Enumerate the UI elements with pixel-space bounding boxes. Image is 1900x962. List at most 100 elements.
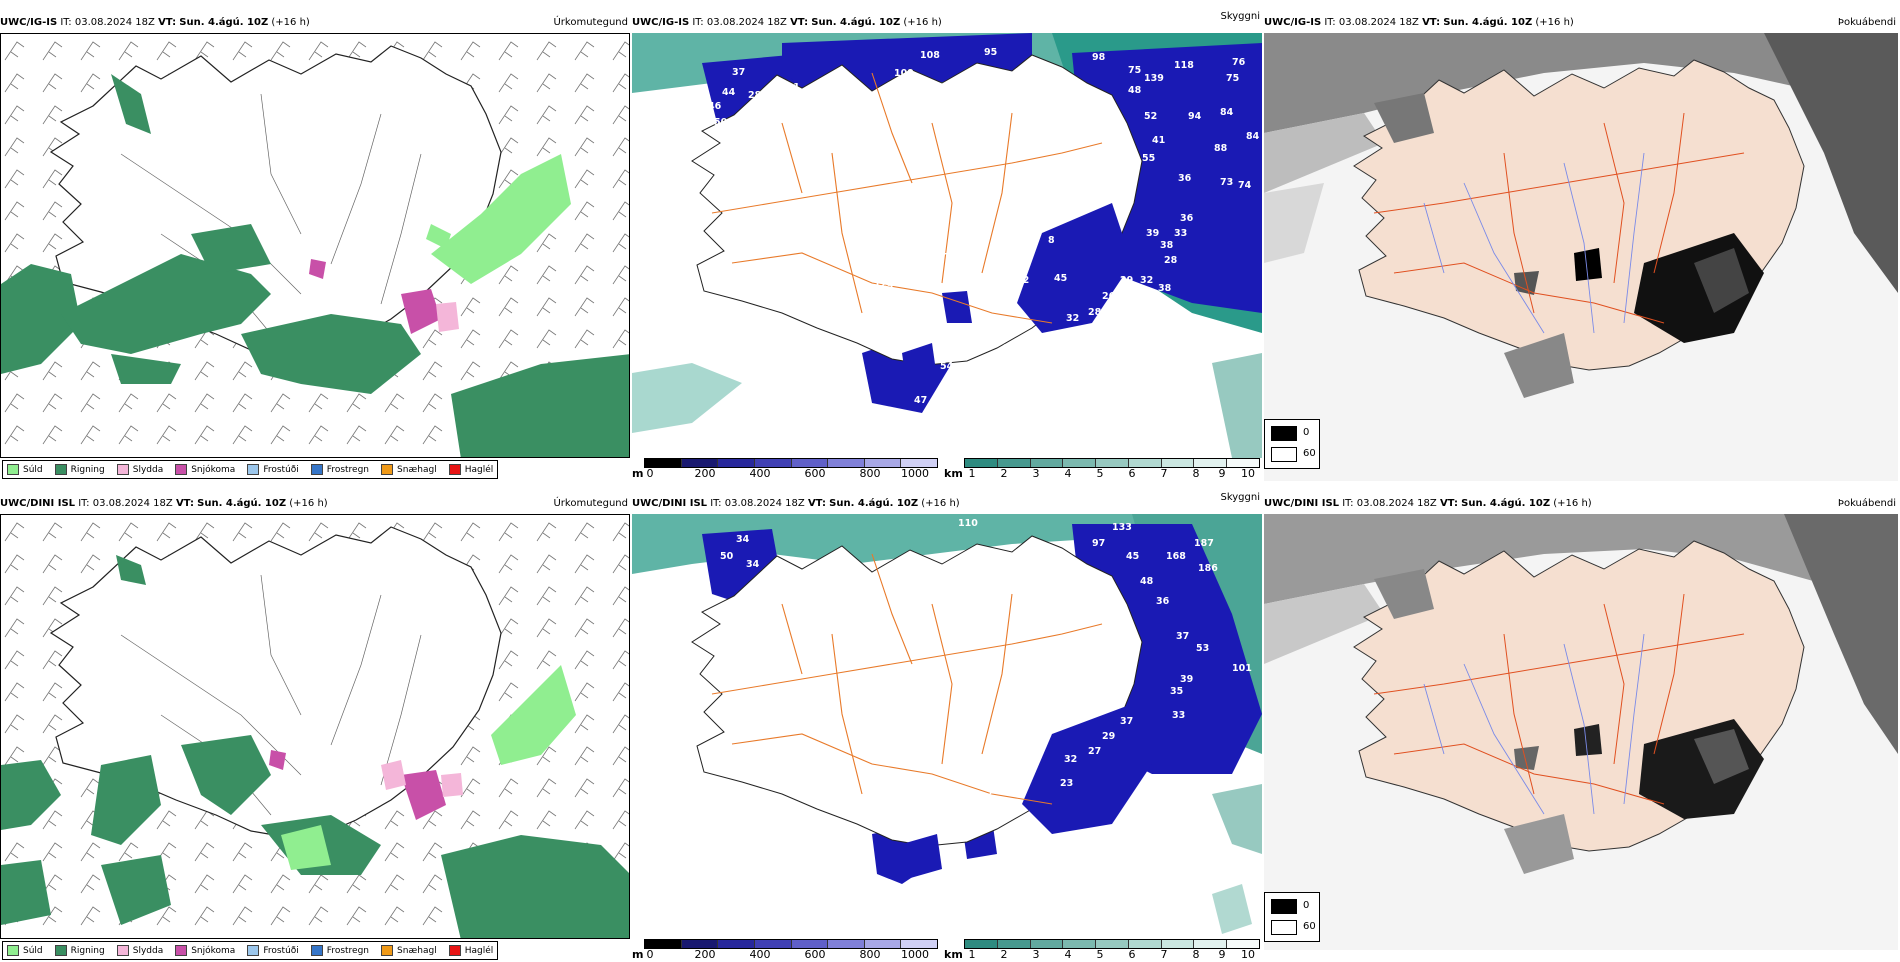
valid-time: Sun. 4.ágú. 10Z [1443, 17, 1533, 28]
model-name: UWC/IG-IS [0, 17, 58, 28]
cloud-label: 44 [906, 816, 920, 827]
cloud-label: 84 [1246, 131, 1260, 142]
model-name: UWC/DINI ISL [1264, 498, 1340, 509]
altitude-cell [901, 459, 937, 467]
fog-min-label: 0 [1303, 427, 1310, 438]
visibility-cell [1227, 940, 1260, 948]
cloud-label: 45 [1126, 551, 1139, 562]
visibility-scales-row: m 0 200 400 600 800 1000 km [632, 939, 1262, 962]
visibility-cell [965, 940, 998, 948]
it-label: IT: [1342, 498, 1354, 509]
legend-label: Haglél [464, 945, 494, 956]
cloud-label: 48 [1140, 576, 1154, 587]
sleet-areas [436, 302, 459, 332]
cloud-label: 110 [958, 518, 978, 529]
it-label: IT: [1324, 17, 1336, 28]
vt-label: VT: [1422, 17, 1441, 28]
altitude-cell [901, 940, 937, 948]
visibility-tick: 4 [1064, 467, 1072, 480]
cloud-label: 53 [1196, 643, 1209, 654]
visibility-cell [1161, 459, 1195, 467]
model-name: UWC/IG-IS [632, 17, 690, 28]
legend-item-snow: Snjókoma [175, 464, 235, 475]
legend-label: Rigning [70, 464, 105, 475]
cloud-label: 212 [994, 764, 1014, 775]
legend-label: Frostúði [263, 945, 299, 956]
visibility-tick: 8 [1192, 467, 1200, 480]
visibility-tick: 9 [1218, 467, 1226, 480]
legend-item-rain: Rigning [54, 945, 105, 956]
hail-swatch [448, 464, 461, 475]
precip-type-map [0, 514, 630, 939]
lead-time: (+16 h) [903, 17, 942, 28]
legend-item-freezing-drizzle: Frostúði [247, 945, 299, 956]
cloud-label: 139 [1144, 73, 1164, 84]
fog-legend: 0 60 [1264, 892, 1320, 942]
cloud-label: 46 [708, 101, 722, 112]
model-name: UWC/DINI ISL [632, 498, 708, 509]
freezing-drizzle-swatch [247, 945, 260, 956]
sleet-areas [381, 760, 463, 797]
fog-indicator-map: 0 60 [1264, 514, 1898, 950]
cloud-label: 54 [940, 361, 954, 372]
legend-label: Súld [23, 464, 43, 475]
altitude-cell [754, 940, 792, 948]
cloud-label: 28 [1088, 307, 1102, 318]
road-network [711, 553, 1103, 805]
panel-header: UWC/IG-IS IT: 03.08.2024 18Z VT: Sun. 4.… [1264, 13, 1898, 33]
cloud-label: 39 [1180, 674, 1193, 685]
cloud-label: 74 [952, 681, 966, 692]
visibility-cell [1161, 940, 1195, 948]
visibility-cell [965, 459, 998, 467]
road-network [1373, 593, 1745, 805]
valid-time: Sun. 4.ágú. 10Z [197, 498, 287, 509]
cloud-label: 95 [984, 47, 997, 58]
drizzle-swatch [7, 464, 19, 475]
altitude-cell [681, 940, 719, 948]
panel-title: Þokuábendi [1837, 498, 1896, 509]
cloud-base-labels: 37 44 28 201 168 46 50 73 108 95 109 98 … [708, 47, 1260, 409]
model-name: UWC/IG-IS [1264, 17, 1322, 28]
vt-label: VT: [158, 17, 177, 28]
cloud-label: 116 [1016, 710, 1036, 721]
fog-patches [1374, 569, 1764, 874]
rain-areas [1, 74, 629, 457]
road-network [711, 72, 1103, 324]
lead-time: (+16 h) [289, 498, 328, 509]
snow-swatch [175, 464, 188, 475]
run-time: 03.08.2024 18Z [74, 17, 155, 28]
freezing-rain-swatch [310, 945, 323, 956]
cloud-label: 47 [914, 395, 927, 406]
drizzle-areas [426, 154, 571, 284]
legend-label: Haglél [464, 464, 494, 475]
cloud-label: 55 [1046, 674, 1059, 685]
snow-pellets-swatch [381, 945, 394, 956]
legend-item-hail: Haglél [448, 945, 494, 956]
cloud-label: 94 [1188, 111, 1202, 122]
altitude-cells [644, 458, 938, 468]
fog-map-svg [1264, 514, 1898, 950]
altitude-cell [828, 940, 865, 948]
legend-item-rain: Rigning [54, 464, 105, 475]
cloud-label: 35 [1170, 686, 1183, 697]
freezing-drizzle-swatch [247, 464, 260, 475]
cloud-label: 201 [780, 82, 800, 93]
fog-max-label: 60 [1303, 448, 1316, 459]
altitude-cell [791, 940, 829, 948]
precip-map-svg [1, 515, 629, 938]
cloud-label: 48 [984, 359, 998, 370]
altitude-cell [681, 459, 719, 467]
sleet-swatch [116, 464, 129, 475]
cloud-label: 52 [1144, 111, 1157, 122]
cloud-label: 73 [944, 252, 957, 263]
cloud-label: 50 [714, 117, 728, 128]
cloud-label: 32 [1064, 754, 1077, 765]
cloud-label: 50 [720, 551, 734, 562]
cloud-label: 133 [1112, 522, 1132, 533]
altitude-cells [644, 939, 938, 949]
cloud-label: 73 [1220, 177, 1233, 188]
it-label: IT: [60, 17, 72, 28]
visibility-panel-bottom: UWC/DINI ISL IT: 03.08.2024 18Z VT: Sun.… [632, 492, 1262, 962]
hail-swatch [448, 945, 461, 956]
legend-label: Snæhagl [397, 464, 437, 475]
